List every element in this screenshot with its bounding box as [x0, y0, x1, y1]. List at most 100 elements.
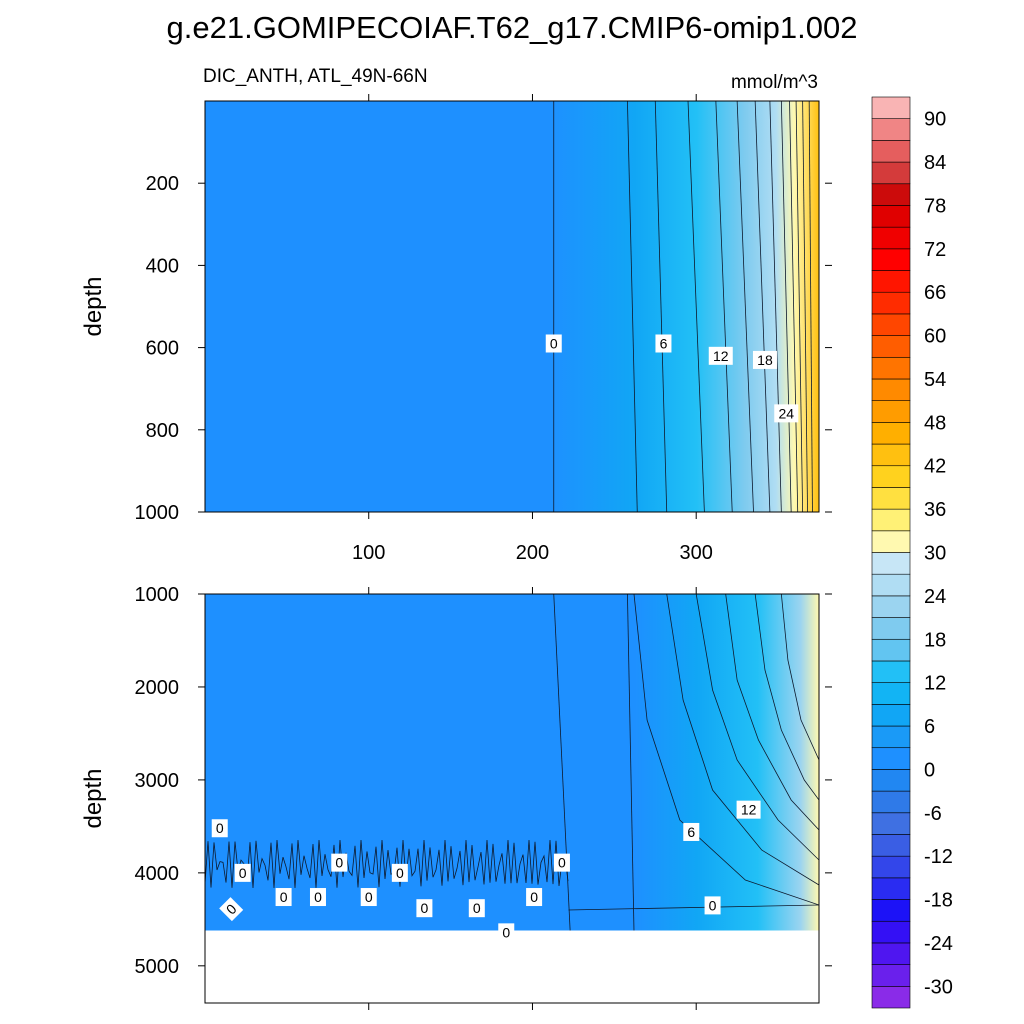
contour-label-text: 0 — [558, 855, 566, 871]
contour-label-text: 0 — [314, 889, 322, 905]
contour-label: 12 — [736, 800, 761, 819]
contour-line — [802, 101, 808, 512]
contour-label: 0 — [704, 896, 721, 915]
colorbar-swatch — [871, 205, 911, 228]
contour-line — [795, 101, 804, 512]
contour-label: 0 — [234, 863, 251, 882]
y-axis-label: depth — [80, 768, 107, 828]
colorbar-swatch — [871, 161, 911, 185]
colorbar-label: -24 — [924, 933, 953, 955]
colorbar-label: 30 — [924, 543, 946, 565]
colorbar-swatch — [871, 291, 911, 315]
zero-contour-noisy — [205, 700, 569, 889]
contour-label: 0 — [309, 888, 326, 907]
contour-label-text: 0 — [421, 900, 429, 916]
colorbar-label: 0 — [924, 759, 935, 781]
contour-line — [754, 101, 771, 512]
contour-label-text: 0 — [502, 924, 510, 940]
contour-label-bg — [708, 346, 733, 365]
y-tick-label: 200 — [146, 173, 179, 195]
colorbar-swatch — [871, 140, 911, 163]
colorbar-label: 90 — [924, 109, 946, 131]
contour-label: 18 — [752, 350, 777, 369]
colorbar-swatch — [871, 834, 911, 857]
y-axis-label: depth — [80, 276, 107, 336]
contour-label-bg — [736, 800, 761, 819]
x-tick-label: 200 — [516, 542, 549, 564]
lower-panel: 1000 2000 3000 4000 5000 depth 0 0 0 0 0 0 0 0 0 0 0 0 0 0 6… — [80, 584, 832, 1010]
plot-frame — [204, 593, 820, 1004]
contour-label-text: 0 — [216, 820, 224, 836]
contour-label-bg — [704, 896, 721, 915]
y-tick-label: 1000 — [135, 584, 180, 606]
contour-label: 6 — [655, 334, 672, 353]
colorbar-label: 60 — [924, 326, 946, 348]
field-fill — [205, 101, 819, 512]
colorbar-label: 18 — [924, 629, 946, 651]
contour-label-bg — [416, 899, 433, 918]
contour-label-bg — [526, 888, 543, 907]
colorbar-swatch — [871, 617, 911, 640]
contour-label: 0 — [391, 863, 408, 882]
contour-label-bg — [498, 923, 515, 942]
variable-label: DIC_ANTH, ATL_49N-66N — [203, 66, 428, 87]
contour-label-bg — [752, 350, 777, 369]
colorbar-swatch — [871, 422, 911, 445]
colorbar-label: 36 — [924, 499, 946, 521]
contour-label-text: 0 — [365, 889, 373, 905]
colorbar-swatch — [871, 118, 911, 141]
plot-frame — [204, 100, 820, 513]
colorbar-swatch — [871, 400, 911, 423]
contour-label-bg — [360, 888, 377, 907]
contour-label-bg — [774, 404, 799, 423]
contour-label: 24 — [774, 404, 799, 423]
contour-label-text: 6 — [687, 824, 695, 840]
contour-label: 0 — [360, 888, 377, 907]
colorbar-swatch — [871, 443, 911, 467]
colorbar: 908478726660544842363024181260-6-12-18-2… — [871, 96, 953, 1009]
colorbar-label: -12 — [924, 846, 953, 868]
contour-label-text: 0 — [239, 865, 247, 881]
colorbar-label: 42 — [924, 456, 946, 478]
contour-label-text: 0 — [530, 889, 538, 905]
contour-label-text: 12 — [741, 802, 757, 818]
colorbar-swatch — [871, 986, 911, 1009]
colorbar-swatch — [871, 226, 911, 250]
contour-label-bg — [655, 334, 672, 353]
contour-label-bg — [219, 897, 244, 922]
contour-label-text: 6 — [660, 335, 668, 351]
colorbar-swatch — [871, 899, 911, 922]
colorbar-swatch — [871, 790, 911, 814]
colorbar-swatch — [871, 660, 911, 683]
upper-panel: 200 400 600 800 1000 100 200 300 depth 0 6 12 18 24 — [80, 94, 832, 564]
colorbar-label: 78 — [924, 195, 946, 217]
contour-label-bg — [391, 863, 408, 882]
y-tick-label: 400 — [146, 255, 179, 277]
contour-line — [654, 101, 668, 512]
contour-label-bg — [553, 853, 570, 872]
contour-label: 0 — [545, 334, 562, 353]
units-label: mmol/m^3 — [731, 72, 818, 93]
colorbar-swatch — [871, 747, 911, 770]
y-tick-label: 5000 — [135, 956, 180, 978]
contour-line — [695, 594, 819, 861]
contour-label-text: 12 — [713, 348, 729, 364]
contour-label: 0 — [498, 923, 515, 942]
colorbar-swatch — [871, 855, 911, 879]
contour-label: 0 — [526, 888, 543, 907]
colorbar-label: -18 — [924, 890, 953, 912]
colorbar-swatch — [871, 487, 911, 510]
contour-label-text: 0 — [550, 335, 558, 351]
colorbar-swatch — [871, 335, 911, 358]
contour-label-bg — [468, 899, 485, 918]
colorbar-label: 6 — [924, 716, 935, 738]
contour-label-text: 0 — [709, 897, 717, 913]
contour-line — [627, 101, 638, 512]
contour-lines — [205, 594, 819, 931]
colorbar-swatch — [871, 877, 911, 900]
colorbar-label: -30 — [924, 976, 953, 998]
contour-line — [633, 594, 819, 906]
colorbar-swatch — [871, 508, 911, 532]
contour-line — [666, 594, 819, 886]
colorbar-swatch — [871, 595, 911, 618]
